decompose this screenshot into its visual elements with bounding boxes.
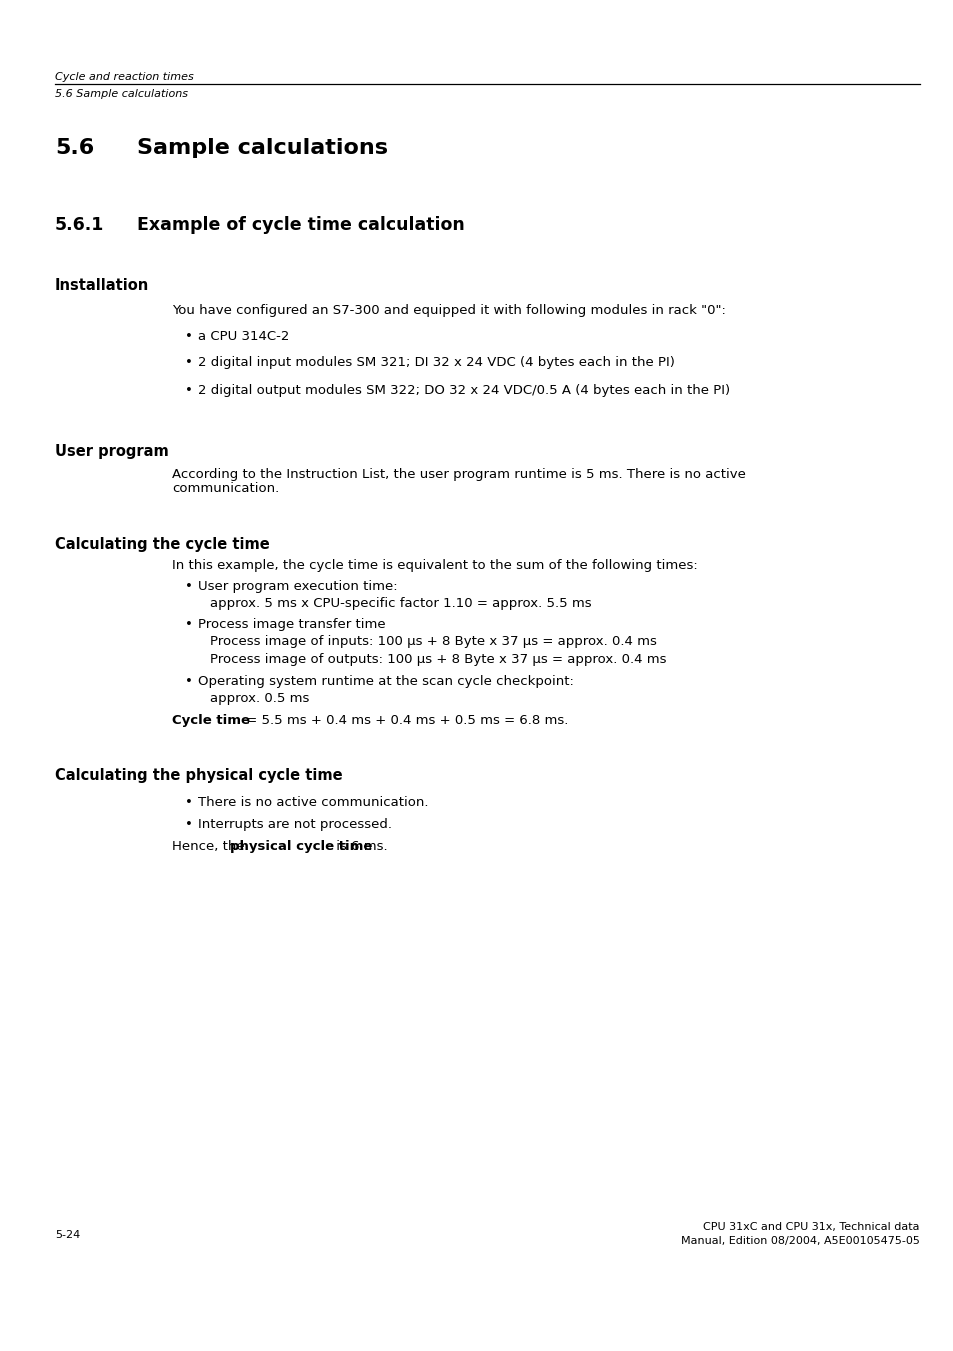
Text: = 5.5 ms + 0.4 ms + 0.4 ms + 0.5 ms = 6.8 ms.: = 5.5 ms + 0.4 ms + 0.4 ms + 0.5 ms = 6.…: [242, 713, 568, 727]
Text: a CPU 314C-2: a CPU 314C-2: [198, 330, 289, 343]
Text: Operating system runtime at the scan cycle checkpoint:: Operating system runtime at the scan cyc…: [198, 676, 574, 688]
Text: physical cycle time: physical cycle time: [230, 840, 372, 852]
Text: User program: User program: [55, 444, 169, 459]
Text: Calculating the cycle time: Calculating the cycle time: [55, 536, 270, 553]
Text: You have configured an S7-300 and equipped it with following modules in rack "0": You have configured an S7-300 and equipp…: [172, 304, 725, 317]
Text: 5.6 Sample calculations: 5.6 Sample calculations: [55, 89, 188, 99]
Text: •: •: [185, 384, 193, 397]
Text: Calculating the physical cycle time: Calculating the physical cycle time: [55, 767, 342, 784]
Text: •: •: [185, 617, 193, 631]
Text: 5.6: 5.6: [55, 138, 94, 158]
Text: Cycle time: Cycle time: [172, 713, 250, 727]
Text: 2 digital input modules SM 321; DI 32 x 24 VDC (4 bytes each in the PI): 2 digital input modules SM 321; DI 32 x …: [198, 357, 674, 369]
Text: There is no active communication.: There is no active communication.: [198, 796, 428, 809]
Text: 5.6.1: 5.6.1: [55, 216, 104, 234]
Text: approx. 0.5 ms: approx. 0.5 ms: [210, 692, 309, 705]
Text: Process image of outputs: 100 μs + 8 Byte x 37 μs = approx. 0.4 ms: Process image of outputs: 100 μs + 8 Byt…: [210, 653, 666, 666]
Text: 5-24: 5-24: [55, 1229, 80, 1240]
Text: In this example, the cycle time is equivalent to the sum of the following times:: In this example, the cycle time is equiv…: [172, 559, 697, 571]
Text: Process image transfer time: Process image transfer time: [198, 617, 385, 631]
Text: •: •: [185, 580, 193, 593]
Text: Example of cycle time calculation: Example of cycle time calculation: [137, 216, 464, 234]
Text: •: •: [185, 330, 193, 343]
Text: Manual, Edition 08/2004, A5E00105475-05: Manual, Edition 08/2004, A5E00105475-05: [680, 1236, 919, 1246]
Text: CPU 31xC and CPU 31x, Technical data: CPU 31xC and CPU 31x, Technical data: [702, 1223, 919, 1232]
Text: Interrupts are not processed.: Interrupts are not processed.: [198, 817, 392, 831]
Text: is 6 ms.: is 6 ms.: [332, 840, 387, 852]
Text: •: •: [185, 357, 193, 369]
Text: •: •: [185, 676, 193, 688]
Text: communication.: communication.: [172, 482, 279, 494]
Text: Sample calculations: Sample calculations: [137, 138, 388, 158]
Text: Installation: Installation: [55, 278, 149, 293]
Text: 2 digital output modules SM 322; DO 32 x 24 VDC/0.5 A (4 bytes each in the PI): 2 digital output modules SM 322; DO 32 x…: [198, 384, 729, 397]
Text: •: •: [185, 796, 193, 809]
Text: •: •: [185, 817, 193, 831]
Text: User program execution time:: User program execution time:: [198, 580, 397, 593]
Text: Hence, the: Hence, the: [172, 840, 249, 852]
Text: According to the Instruction List, the user program runtime is 5 ms. There is no: According to the Instruction List, the u…: [172, 467, 745, 481]
Text: approx. 5 ms x CPU-specific factor 1.10 = approx. 5.5 ms: approx. 5 ms x CPU-specific factor 1.10 …: [210, 597, 591, 611]
Text: Cycle and reaction times: Cycle and reaction times: [55, 72, 193, 82]
Text: Process image of inputs: 100 μs + 8 Byte x 37 μs = approx. 0.4 ms: Process image of inputs: 100 μs + 8 Byte…: [210, 635, 657, 648]
